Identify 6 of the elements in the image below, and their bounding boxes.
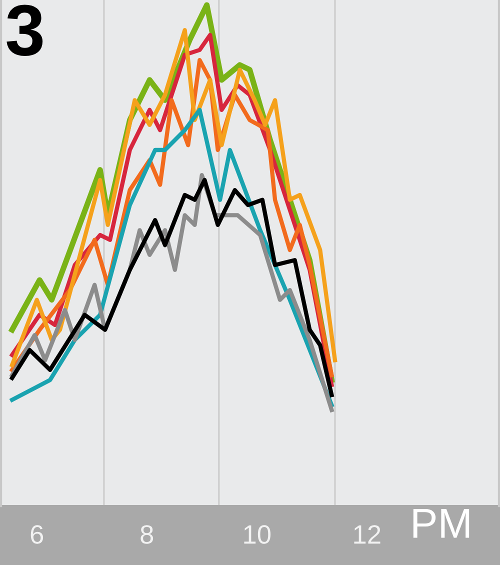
x-tick-label: 8 [140,525,154,544]
x-axis-title: PM [413,509,470,538]
x-tick-label: 10 [244,525,271,544]
x-tick-label: 12 [354,525,380,544]
x-tick-label: 6 [30,525,44,544]
annotation: 3 [6,4,43,56]
